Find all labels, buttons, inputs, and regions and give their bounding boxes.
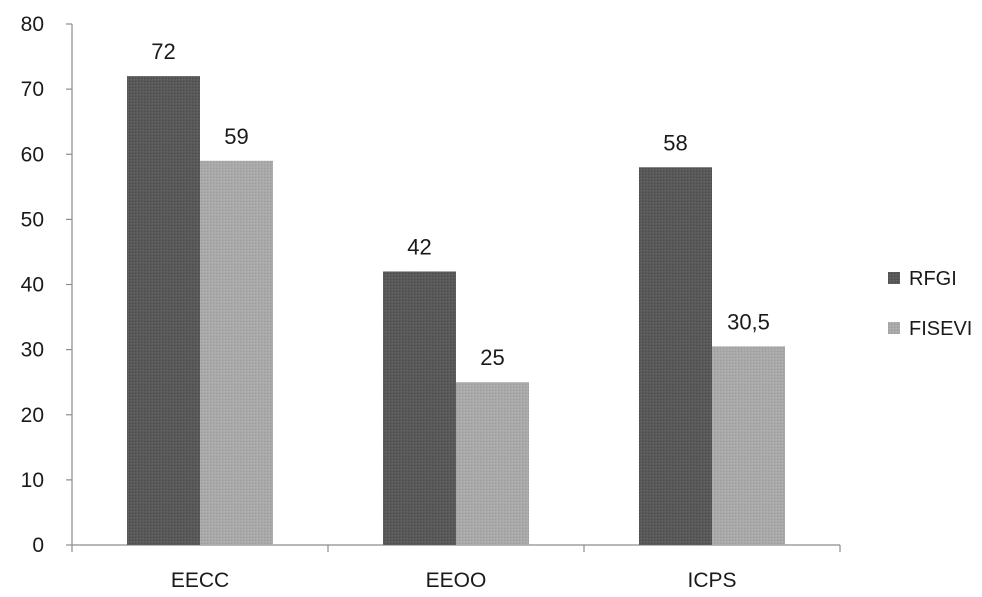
legend: RFGI FISEVI [888,268,972,340]
y-tick-label: 20 [21,404,44,427]
bar-rfgi-eeoo [383,271,456,545]
x-category-label: EECC [171,569,229,592]
legend-swatch [888,322,900,334]
data-label: 59 [224,124,248,149]
y-tick-label: 0 [32,534,44,557]
x-axis: EECC EEOO ICPS [71,544,841,592]
bar-fisevi-eecc [200,160,273,545]
bar-fisevi-eeoo [456,382,529,545]
legend-swatch [888,272,900,284]
data-label: 25 [480,345,504,370]
data-label: 42 [407,234,431,259]
y-tick-label: 50 [21,208,44,231]
bar-fisevi-icps [712,346,785,545]
y-tick-label: 70 [21,78,44,101]
data-labels: 72 59 42 25 58 30,5 [151,39,770,370]
y-tick-label: 60 [21,143,44,166]
bars [127,76,785,545]
legend-label: RFGI [909,268,957,290]
y-tick-label: 10 [21,469,44,492]
data-label: 30,5 [727,309,770,334]
x-category-label: ICPS [687,569,736,592]
data-label: 58 [663,130,687,155]
bar-rfgi-eecc [127,76,200,545]
y-tick-label: 30 [21,339,44,362]
bar-rfgi-icps [639,167,712,545]
x-category-label: EEOO [426,569,487,592]
data-label: 72 [151,39,175,64]
legend-label: FISEVI [909,318,972,340]
y-tick-label: 80 [21,13,44,36]
y-tick-label: 40 [21,274,44,297]
y-axis: 0 10 20 30 40 50 60 70 80 [21,13,73,557]
